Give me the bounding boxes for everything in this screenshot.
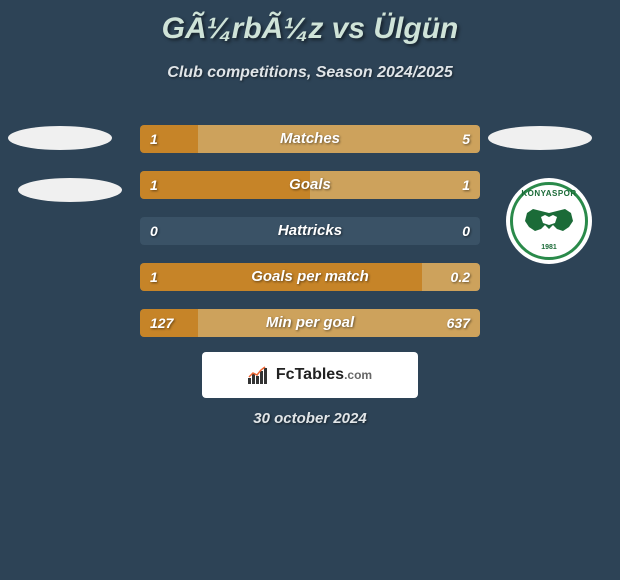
stat-row: Min per goal127 637 [140,309,480,337]
stat-value-left: 127 [150,309,173,337]
stat-value-right: 0.2 [451,263,470,291]
player-photo-left-1 [8,126,112,150]
stat-value-right: 5 [462,125,470,153]
stat-row: Goals per match1 0.2 [140,263,480,291]
stat-label: Goals [140,171,480,199]
stat-row: Hattricks0 0 [140,217,480,245]
subtitle: Club competitions, Season 2024/2025 [0,64,620,82]
player-photo-left-2 [18,178,122,202]
logo-domain: .com [344,368,372,382]
player-photo-right-1 [488,126,592,150]
club-badge: KONYASPOR 1981 [506,178,592,264]
stat-value-left: 1 [150,125,158,153]
stats-container: Matches15Goals11Hattricks00Goals per mat… [140,125,480,355]
page-title: GÃ¼rbÃ¼z vs Ülgün [0,0,620,46]
stat-label: Hattricks [140,217,480,245]
stat-label: Matches [140,125,480,153]
eagle-icon [521,207,577,241]
chart-icon [248,366,270,384]
badge-name: KONYASPOR [513,189,585,198]
stat-value-left: 1 [150,263,158,291]
stat-label: Min per goal [140,309,480,337]
logo-text: FcTables.com [276,366,372,384]
stat-value-right: 637 [447,309,470,337]
logo-fc: Fc [276,366,295,384]
stat-label: Goals per match [140,263,480,291]
stat-value-left: 1 [150,171,158,199]
stat-value-left: 0 [150,217,158,245]
logo-tables: Tables [295,366,345,384]
stat-value-right: 0 [462,217,470,245]
date-label: 30 october 2024 [0,410,620,427]
stat-row: Goals1 1 [140,171,480,199]
fctables-logo[interactable]: FcTables.com [202,352,418,398]
badge-year: 1981 [513,244,585,251]
stat-value-right: 1 [462,171,470,199]
stat-row: Matches1 5 [140,125,480,153]
